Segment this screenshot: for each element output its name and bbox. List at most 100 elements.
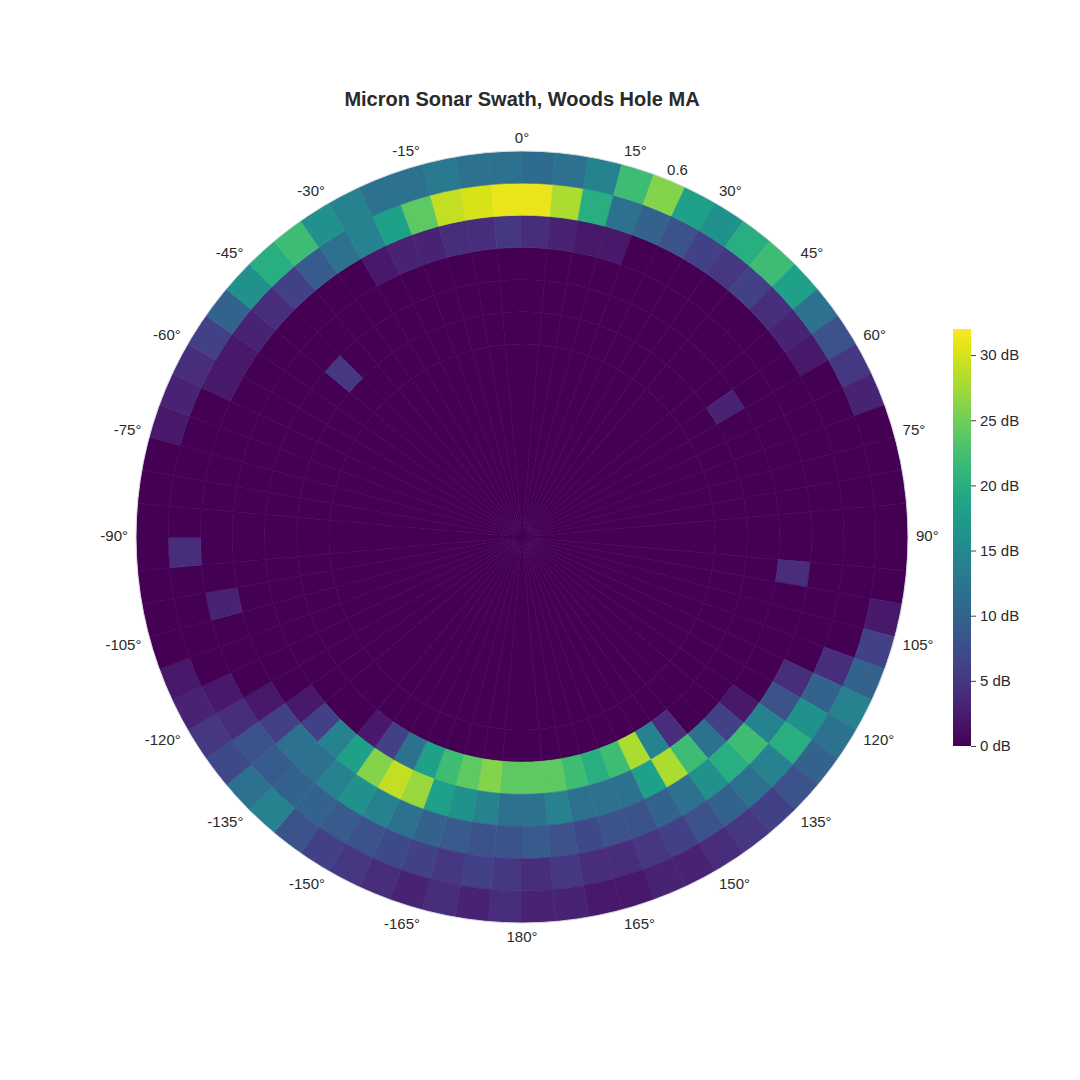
heat-cell [168,506,201,537]
heat-cell [439,220,472,257]
heat-cell [744,492,779,517]
angular-tick-label: -75° [114,421,142,438]
heat-cell [874,537,908,571]
heat-cell [522,183,553,216]
heat-cell [329,537,522,554]
angular-tick-label: 180° [506,928,537,945]
heat-cell [205,587,242,620]
angular-tick-label: -120° [145,731,181,748]
heat-cell [477,281,502,316]
heat-cell [839,565,875,598]
colorbar-tick-label: 15 dB [980,542,1019,559]
heat-cell [491,857,522,890]
heat-cell [778,512,811,537]
heat-cell [714,537,747,557]
angular-tick-label: 105° [903,636,934,653]
heat-cell [522,889,556,923]
heat-cell [297,517,330,537]
heat-cell [522,280,544,313]
heat-cell [502,729,522,762]
colorbar-tick-mark [971,485,976,486]
colorbar-tick: 25 dB [971,412,1019,429]
heat-cell [136,537,170,571]
heat-cell [714,517,747,537]
colorbar-axis-line [972,330,977,747]
heat-cell [500,761,522,794]
heat-cell [522,761,544,794]
heat-cell [842,506,875,537]
heat-cell [455,152,491,188]
heat-cell [200,509,233,537]
heat-cell [775,487,810,515]
heat-cell [461,854,494,890]
heat-cell [810,509,843,537]
angular-tick-label: -150° [289,875,325,892]
angular-tick-label: -165° [384,915,420,932]
heat-cell [522,312,542,345]
angular-tick-label: 165° [624,915,655,932]
heat-cell [870,568,906,604]
heat-cell [839,476,875,509]
colorbar-tick: 5 dB [971,672,1011,689]
angular-tick-label: 45° [801,244,824,261]
title: Micron Sonar Swath, Woods Hole MA [344,88,699,110]
angular-tick-label: 75° [903,421,926,438]
heat-cell [802,454,839,487]
angular-tick-label: 90° [916,527,939,544]
heat-cell [522,793,547,826]
heat-cell [842,537,875,568]
heat-cell [330,537,522,571]
heat-cell [494,215,522,248]
heat-cell [542,759,567,794]
colorbar-tick-label: 0 dB [980,737,1011,754]
colorbar-tick-mark [971,681,976,682]
radial-tick-label: 0.6 [667,161,688,178]
heat-cell [522,537,539,730]
heat-cell [539,727,561,761]
colorbar-tick-mark [971,355,976,356]
heat-cell [170,565,206,598]
angular-tick-label: -30° [297,182,325,199]
heat-cell [137,470,173,506]
heat-cell [491,183,522,216]
angular-tick-label: 60° [863,326,886,343]
angular-tick-label: -135° [207,813,243,830]
heat-cell [833,445,871,481]
heat-cell [778,537,811,562]
cells [136,151,908,923]
heat-cell [472,249,500,284]
heat-cell [810,537,843,565]
heat-cell [522,151,556,185]
heat-cell [544,790,572,825]
heat-cell [265,515,298,537]
plot-area [136,151,908,923]
colorbar-tick-mark [971,551,976,552]
angular-tick-label: 30° [719,182,742,199]
heat-cell [870,470,906,506]
heat-cell [297,537,330,557]
angular-tick-label: 150° [719,875,750,892]
heat-cell [497,248,522,281]
heat-cell [455,885,491,921]
heat-cell [233,512,266,537]
heat-cell [874,503,908,537]
heat-cell [522,520,715,537]
heat-cell [466,217,497,252]
angular-tick-label: -90° [100,527,128,544]
colorbar-tick-label: 10 dB [980,607,1019,624]
colorbar-tick: 10 dB [971,607,1019,624]
radial-axis-line [136,151,908,923]
colorbar-tick-label: 5 dB [980,672,1011,689]
heat-cell [168,537,201,568]
heat-cell [234,559,269,587]
heat-cell [233,537,266,562]
colorbar-tick: 30 dB [971,346,1019,363]
heat-cell [522,825,550,858]
colorbar-tick-label: 20 dB [980,477,1019,494]
heat-cell [578,848,614,886]
heat-cell [547,822,578,857]
colorbar-tick: 15 dB [971,542,1019,559]
heat-cell [497,793,522,826]
heat-cell [522,248,547,281]
heat-cell [488,345,522,537]
